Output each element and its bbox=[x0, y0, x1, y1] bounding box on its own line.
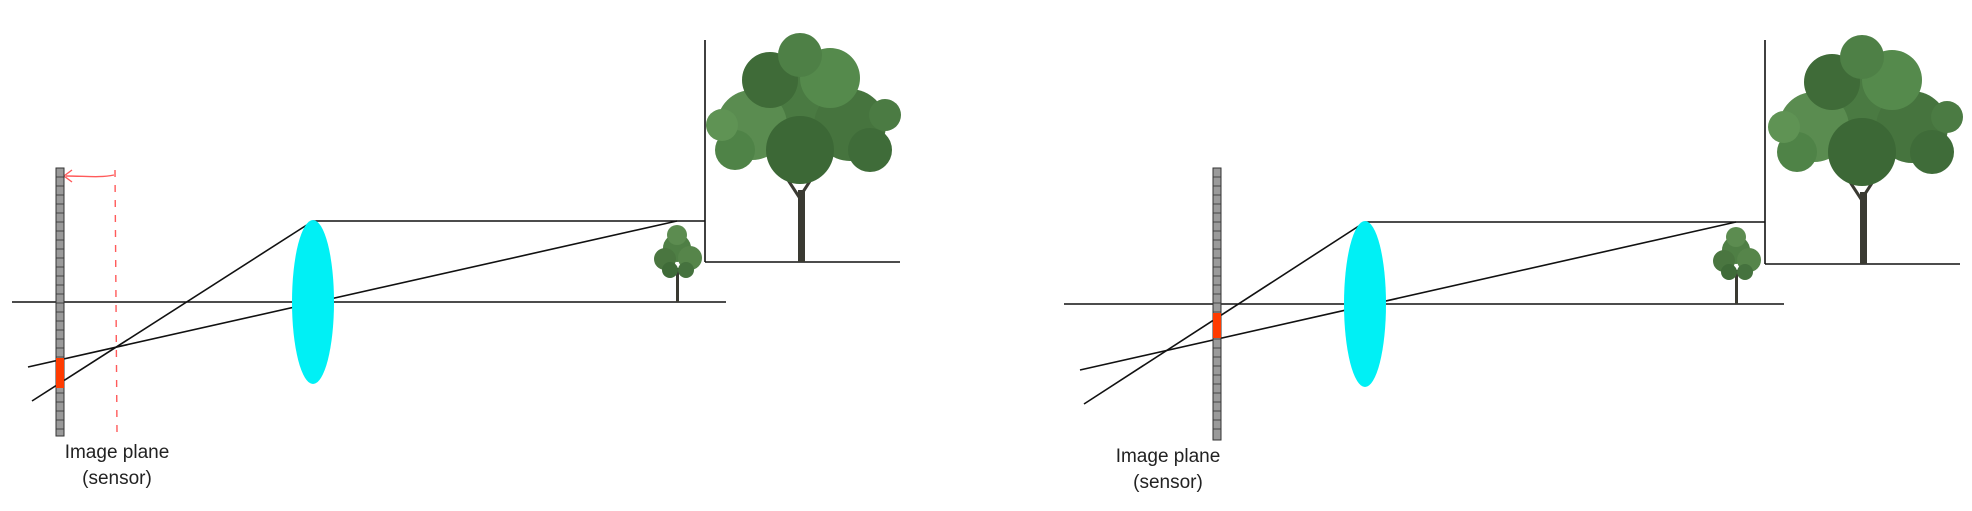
arrow-icon bbox=[65, 174, 115, 178]
panel-left: Image plane (sensor) bbox=[12, 33, 901, 492]
large-tree-icon bbox=[1768, 35, 1963, 264]
large-tree-icon bbox=[706, 33, 901, 262]
caption-line-1: Image plane bbox=[1115, 446, 1221, 467]
lens bbox=[292, 220, 334, 384]
image-sensor bbox=[55, 167, 65, 437]
small-tree-icon bbox=[654, 225, 702, 302]
image-sensor bbox=[1212, 167, 1222, 441]
panel-right-drawing bbox=[1064, 35, 1963, 441]
sensor-focus-highlight bbox=[1213, 313, 1221, 338]
panel-left-drawing bbox=[12, 33, 901, 437]
panel-right: Image plane (sensor) bbox=[1052, 0, 1972, 511]
ray-chief bbox=[1079, 221, 1737, 371]
caption-line-1: Image plane bbox=[64, 442, 170, 463]
sensor-blur-highlight bbox=[56, 358, 64, 388]
ray-refracted bbox=[31, 220, 314, 402]
ray-chief bbox=[27, 220, 678, 368]
small-tree-icon bbox=[1713, 227, 1761, 304]
sensor-caption: Image plane (sensor) bbox=[27, 440, 207, 492]
caption-line-2: (sensor) bbox=[82, 468, 152, 489]
ray-refracted bbox=[1083, 221, 1366, 405]
caption-line-2: (sensor) bbox=[1133, 472, 1203, 493]
sensor-caption: Image plane (sensor) bbox=[1078, 444, 1258, 496]
lens bbox=[1344, 221, 1386, 387]
dashed-focal-plane bbox=[114, 169, 118, 433]
